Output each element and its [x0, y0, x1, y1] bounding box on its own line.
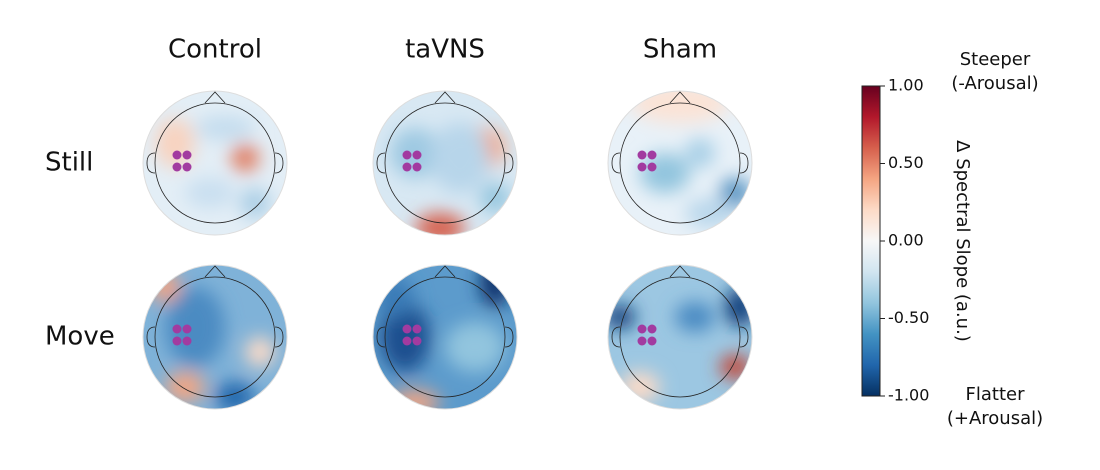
electrode-dot — [172, 324, 182, 334]
tick-label: 1.00 — [888, 76, 924, 95]
head-outline — [384, 276, 506, 398]
topomap — [608, 91, 752, 235]
electrode-dot — [412, 162, 422, 172]
map-blob — [608, 305, 635, 329]
map-blob — [620, 372, 660, 402]
map-blob — [245, 337, 275, 367]
electrode-dot — [182, 336, 192, 346]
electrode-dot — [647, 324, 657, 334]
ear — [504, 326, 514, 348]
ear — [274, 152, 284, 174]
row-title: Move — [45, 322, 115, 352]
map-blob — [231, 144, 259, 172]
colorbar — [861, 85, 881, 397]
tick-label: 0.50 — [888, 153, 924, 172]
head-outline — [154, 102, 276, 224]
ear — [146, 326, 156, 348]
map-edge — [607, 90, 753, 236]
electrode-dot — [182, 162, 192, 172]
column-title: Control — [168, 35, 262, 65]
electrode-dot — [637, 162, 647, 172]
topomap — [373, 265, 517, 409]
topomaps — [142, 90, 753, 410]
ear — [376, 326, 386, 348]
map-blob — [685, 138, 715, 168]
bottom-label: (+Arousal) — [947, 408, 1043, 429]
column-title: taVNS — [405, 35, 485, 65]
map-blob — [155, 118, 195, 168]
topomap — [373, 91, 517, 235]
electrode-dot — [402, 162, 412, 172]
electrode-dot — [402, 336, 412, 346]
top-label: (-Arousal) — [951, 73, 1038, 94]
ear — [739, 152, 749, 174]
electrode-dot — [412, 150, 422, 160]
nose — [669, 91, 691, 104]
electrode-dot — [172, 150, 182, 160]
map-edge — [372, 264, 518, 410]
map-blob — [675, 302, 715, 332]
nose — [434, 265, 456, 278]
map-blob — [185, 178, 235, 208]
map-blob — [240, 188, 270, 218]
map-edge — [372, 90, 518, 236]
electrode-dot — [637, 324, 647, 334]
electrode-dot — [172, 162, 182, 172]
electrode-dot — [172, 336, 182, 346]
ear — [274, 326, 284, 348]
map-blob — [415, 213, 465, 235]
bottom-label: Flatter — [966, 384, 1026, 405]
electrode-dot — [647, 162, 657, 172]
electrode-dot — [637, 150, 647, 160]
tick-label: -1.00 — [888, 386, 929, 405]
column-title: Sham — [643, 35, 717, 65]
map-blob — [165, 372, 205, 402]
map-blob — [445, 322, 505, 372]
ear — [739, 326, 749, 348]
electrode-dot — [637, 336, 647, 346]
head-outline — [154, 276, 276, 398]
map-blob — [685, 198, 735, 228]
nose — [204, 265, 226, 278]
ear — [146, 152, 156, 174]
head-outline — [384, 102, 506, 224]
map-blob — [195, 116, 255, 140]
electrode-dot — [182, 150, 192, 160]
nose — [204, 91, 226, 104]
nose — [434, 91, 456, 104]
electrode-dot — [647, 150, 657, 160]
head-outline — [619, 102, 741, 224]
map-blob — [165, 287, 225, 367]
colorbar-label: Δ Spectral Slope (a.u.) — [952, 140, 973, 342]
map-blob — [640, 153, 690, 193]
electrode-dot — [647, 336, 657, 346]
row-title: Still — [45, 148, 93, 178]
top-label: Steeper — [960, 49, 1031, 70]
electrode-dot — [182, 324, 192, 334]
topomap — [608, 265, 752, 409]
nose — [669, 265, 691, 278]
tick-label: 0.00 — [888, 231, 924, 250]
map-blob — [375, 277, 415, 317]
map-edge — [142, 264, 288, 410]
map-edge — [142, 90, 288, 236]
map-blobs — [150, 272, 275, 409]
head-outline — [619, 276, 741, 398]
topomap — [143, 91, 287, 235]
electrode-dot — [402, 324, 412, 334]
electrode-dot — [412, 336, 422, 346]
ear — [611, 152, 621, 174]
tick-label: -0.50 — [888, 308, 929, 327]
map-edge — [607, 264, 753, 410]
electrode-dot — [412, 324, 422, 334]
topomap — [143, 265, 287, 409]
electrode-dot — [402, 150, 412, 160]
map-blob — [430, 123, 490, 193]
map-blob — [480, 265, 510, 307]
ear — [504, 152, 514, 174]
ear — [611, 326, 621, 348]
ear — [376, 152, 386, 174]
